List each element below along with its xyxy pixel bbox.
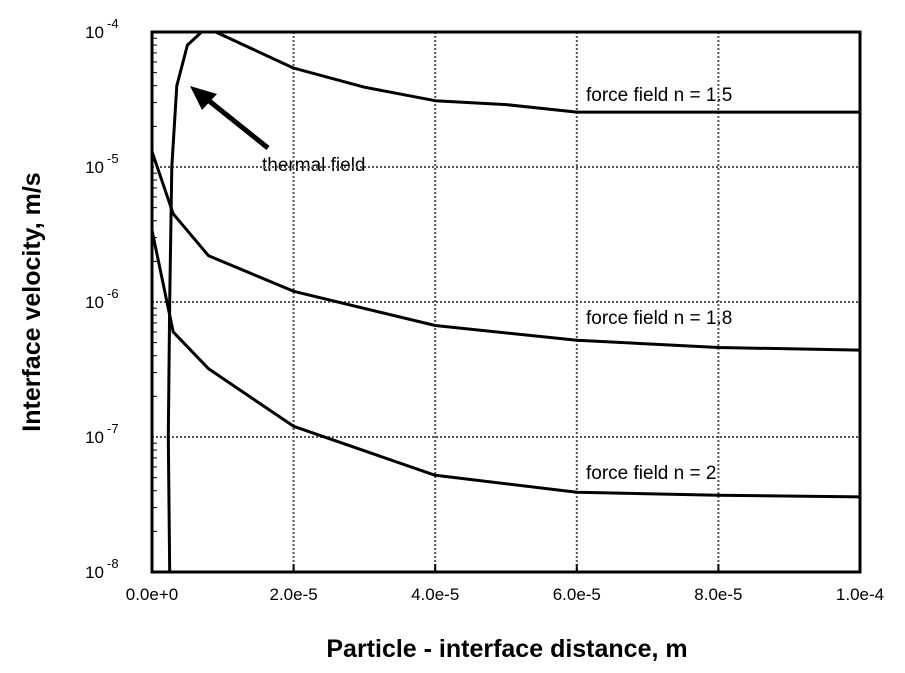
x-tick-label: 1.0e-4: [836, 585, 884, 604]
y-tick-label: 10: [85, 563, 104, 582]
x-tick-label: 2.0e-5: [269, 585, 317, 604]
series-label: thermal field: [262, 155, 366, 176]
x-tick-label: 8.0e-5: [694, 585, 742, 604]
arrow: [201, 94, 270, 150]
series-line: [150, 151, 861, 352]
y-tick-exponent: -5: [107, 151, 119, 166]
y-tick-exponent: -7: [107, 421, 119, 436]
y-tick-exponent: -8: [107, 556, 119, 571]
series-line: [150, 229, 861, 499]
series-label: force field n = 1.5: [586, 85, 732, 106]
series-label: force field n = 2: [586, 463, 716, 484]
y-tick-label: 10: [85, 293, 104, 312]
y-axis-label: Interface velocity, m/s: [18, 172, 46, 431]
y-tick-exponent: -6: [107, 286, 119, 301]
plot-frame: [150, 30, 862, 574]
series-line: [215, 30, 860, 114]
y-tick-label: 10: [85, 23, 104, 42]
y-tick-exponent: -4: [107, 16, 119, 31]
arrow-head: [190, 86, 217, 110]
x-tick-label: 6.0e-5: [553, 585, 601, 604]
x-tick-label: 4.0e-5: [411, 585, 459, 604]
x-axis-label: Particle - interface distance, m: [326, 635, 687, 663]
y-tick-label: 10: [85, 158, 104, 177]
label-bg: [258, 150, 408, 178]
series-line: [166, 30, 223, 573]
series-label: force field n = 1.8: [586, 308, 732, 329]
x-tick-label: 0.0e+0: [126, 585, 178, 604]
y-tick-label: 10: [85, 428, 104, 447]
